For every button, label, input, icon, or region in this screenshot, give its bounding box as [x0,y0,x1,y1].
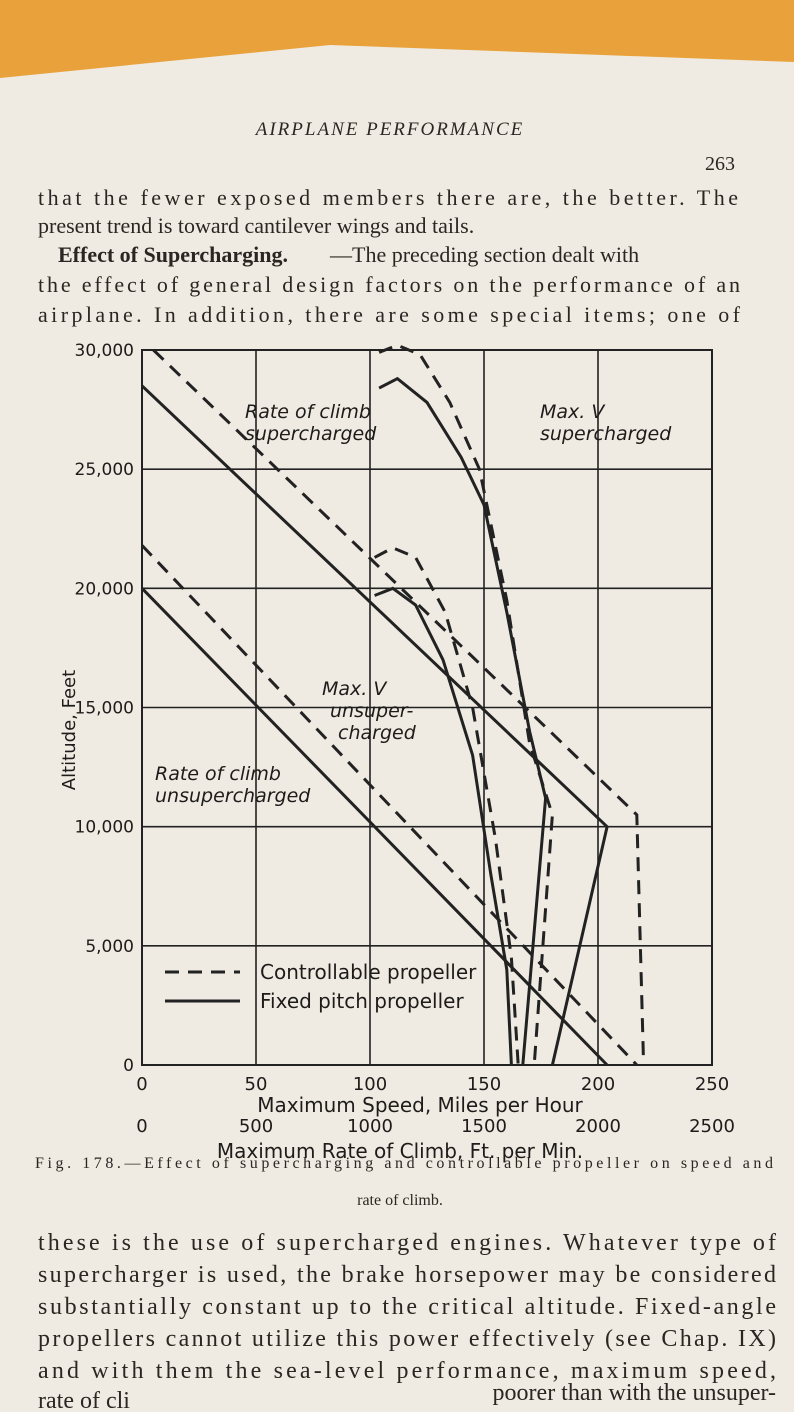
x2-axis-label: Maximum Rate of Climb, Ft. per Min. [217,1139,583,1163]
annotation: supercharged [245,423,377,445]
legend-label: Fixed pitch propeller [260,989,464,1013]
text-line: and with them the sea-level performance,… [38,1358,776,1384]
x2-tick-label: 2500 [689,1116,735,1137]
x-tick-label: 0 [136,1074,147,1095]
series-line [140,384,609,1066]
page-number: 263 [705,153,735,175]
text-line: airplane. In addition, there are some sp… [38,302,741,327]
caption-line: rate of climb. [357,1192,443,1209]
series-line [374,586,513,1066]
running-title: AIRPLANE PERFORMANCE [254,119,524,140]
x-tick-label: 150 [467,1074,501,1095]
text-line: propellers cannot utilize this power eff… [38,1326,776,1352]
text-line: poorer than with the unsuper- [493,1380,776,1406]
annotation: Rate of climb [155,763,281,785]
text-line: substantially constant up to the critica… [38,1294,776,1320]
text-line: that the fewer exposed members there are… [38,185,738,210]
x2-tick-label: 1000 [347,1116,393,1137]
annotation: unsupercharged [155,785,311,807]
series-line [140,544,638,1067]
series-line [378,343,554,1066]
annotation: supercharged [540,423,672,445]
annotation: unsuper- [330,700,414,722]
legend-label: Controllable propeller [260,960,477,984]
y-tick-label: 30,000 [75,341,134,361]
x2-tick-label: 2000 [575,1116,621,1137]
y-tick-label: 5,000 [85,937,134,957]
text-line: these is the use of supercharged engines… [38,1230,776,1256]
annotation: Max. V [322,678,388,700]
x-tick-label: 200 [581,1074,615,1095]
x2-tick-label: 1500 [461,1116,507,1137]
text-line: present trend is toward cantilever wings… [38,213,474,238]
paper [0,45,794,1412]
y-tick-label: 25,000 [75,460,134,480]
text-line: rate of cli [38,1388,130,1412]
y-tick-label: 0 [123,1056,134,1076]
annotation: charged [338,722,417,744]
x2-tick-label: 0 [136,1116,147,1137]
y-axis-label: Altitude, Feet [59,670,80,790]
x2-tick-label: 500 [239,1116,273,1137]
y-tick-label: 10,000 [75,818,134,838]
text-line: supercharger is used, the brake horsepow… [38,1262,776,1288]
x-tick-label: 100 [353,1074,387,1095]
x-tick-label: 250 [695,1074,729,1095]
annotation: Rate of climb [245,401,371,423]
section-heading: Effect of Supercharging. [58,242,288,267]
annotation: Max. V [540,401,606,423]
series-line [378,376,548,1066]
x-axis-label: Maximum Speed, Miles per Hour [257,1093,583,1117]
series-line [373,546,520,1066]
y-tick-label: 15,000 [75,699,134,719]
series-line [152,348,646,1066]
y-tick-label: 20,000 [75,579,134,599]
x-tick-label: 50 [245,1074,268,1095]
text-line: —The preceding section dealt with [329,242,639,267]
